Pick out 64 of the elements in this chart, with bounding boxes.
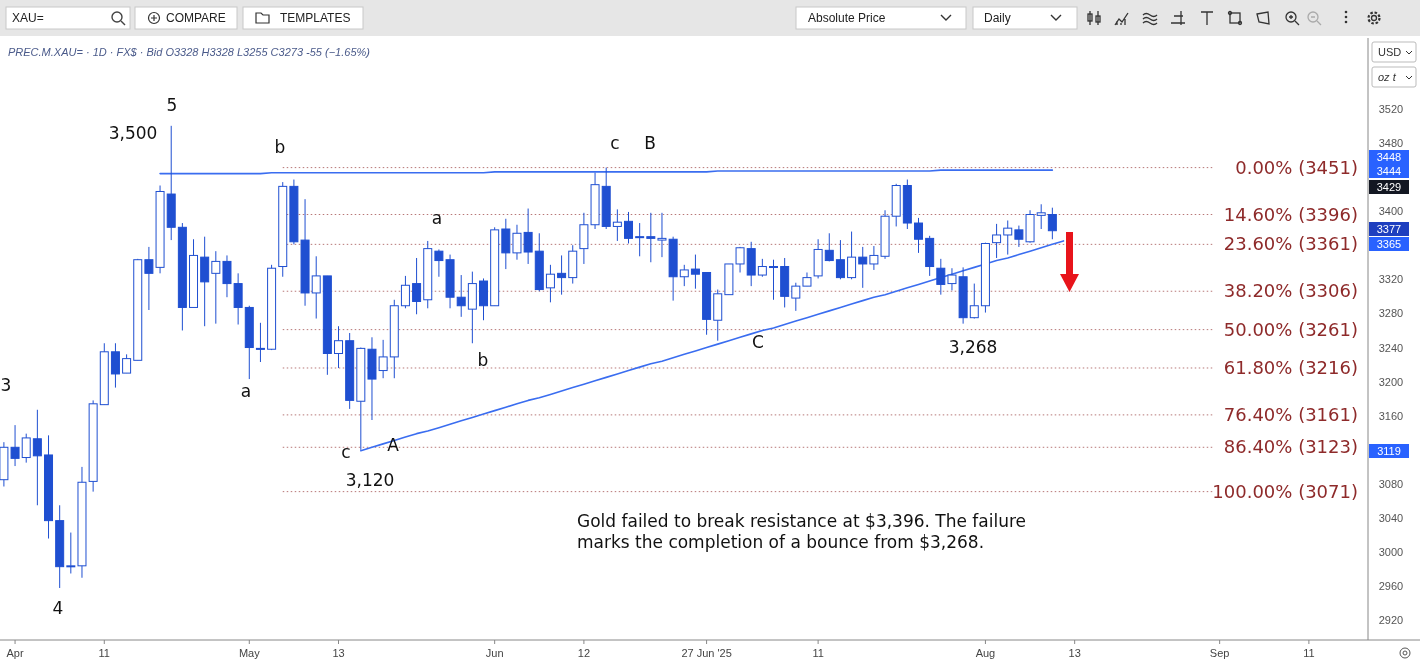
- y-tick-label: 2960: [1378, 580, 1404, 593]
- ref-line-label: 86.40% (3123): [1223, 436, 1358, 458]
- annotation: b: [274, 137, 286, 157]
- y-tick-label: 3400: [1378, 205, 1404, 218]
- annotation: B: [644, 133, 656, 153]
- text: 3444: [1376, 165, 1402, 177]
- x-tick-label: 13: [1068, 647, 1081, 659]
- x-tick-label: Apr: [6, 647, 24, 659]
- y-tick-label: 3000: [1378, 546, 1404, 559]
- ref-line-label: 50.00% (3261): [1223, 318, 1358, 340]
- x-tick-label: 12: [577, 647, 591, 659]
- ref-line-label: 38.20% (3306): [1223, 280, 1358, 302]
- text: Daily: [984, 11, 1011, 25]
- x-tick-label: 27 Jun '25: [681, 647, 732, 659]
- text: 3365: [1376, 238, 1402, 250]
- annotation: Gold failed to break resistance at $3,396. The failure marks the completion of a bounce from $3,268.: [577, 511, 1027, 552]
- x-tick-label: 11: [1303, 647, 1315, 659]
- y-tick-label: 3040: [1378, 512, 1404, 525]
- x-tick-label: Aug: [975, 647, 996, 659]
- y-tick-label: 3320: [1378, 273, 1404, 286]
- text: 3119: [1377, 445, 1401, 457]
- y-tick-label: 3280: [1378, 307, 1404, 320]
- ref-line-label: 14.60% (3396): [1223, 203, 1358, 225]
- annotation: 3,268: [948, 337, 998, 357]
- text: Absolute Price: [808, 11, 886, 25]
- text: 3377: [1376, 223, 1402, 235]
- y-tick-label: 2920: [1378, 614, 1404, 627]
- ref-line-label: 100.00% (3071): [1212, 480, 1358, 502]
- annotation: a: [240, 381, 252, 401]
- annotation: b: [477, 350, 489, 370]
- x-tick-label: May: [238, 647, 261, 659]
- annotation: 3,500: [108, 123, 158, 143]
- ref-line-label: 76.40% (3161): [1223, 403, 1358, 425]
- ref-line-label: 61.80% (3216): [1223, 356, 1358, 378]
- annotation: 3,120: [345, 470, 395, 490]
- annotation: c: [610, 133, 620, 153]
- y-tick-label: 3480: [1378, 136, 1404, 149]
- annotation: c: [341, 442, 351, 462]
- y-tick-label: 3520: [1378, 102, 1404, 115]
- text: 3429: [1376, 181, 1402, 193]
- ref-line-label: 0.00% (3451): [1235, 156, 1358, 178]
- text: USD: [1378, 46, 1402, 58]
- text: oz t: [1378, 71, 1397, 83]
- x-tick-label: 11: [812, 647, 824, 659]
- annotation: 3: [0, 375, 12, 395]
- ref-line-label: 23.60% (3361): [1223, 233, 1358, 255]
- y-tick-label: 3240: [1378, 341, 1404, 354]
- annotation: C: [752, 332, 764, 352]
- x-tick-label: 11: [98, 647, 110, 659]
- x-tick-label: Sep: [1209, 647, 1230, 659]
- text: PREC.M.XAU= · 1D · FX$ · Bid O3328 H3328 L3255 C3273 -55 (−1.65%): [8, 46, 371, 58]
- y-tick-label: 3080: [1378, 477, 1404, 490]
- x-tick-label: Jun: [485, 647, 504, 659]
- text: COMPARE: [166, 11, 226, 25]
- text: XAU=: [12, 11, 44, 25]
- annotation: a: [431, 208, 443, 228]
- y-tick-label: 3160: [1378, 409, 1404, 422]
- annotation: A: [387, 435, 400, 455]
- text: 3448: [1376, 151, 1402, 163]
- text: TEMPLATES: [280, 11, 351, 25]
- annotation: 5: [166, 95, 178, 115]
- annotation: 4: [52, 598, 64, 618]
- x-tick-label: 13: [332, 647, 345, 659]
- y-tick-label: 3200: [1378, 375, 1404, 388]
